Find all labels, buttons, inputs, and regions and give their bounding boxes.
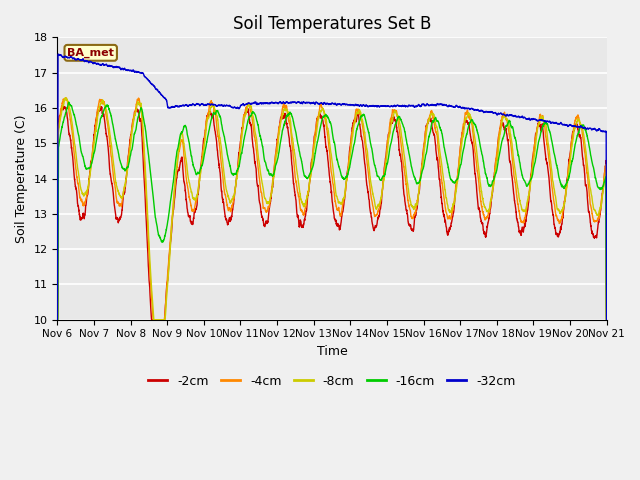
X-axis label: Time: Time (317, 345, 348, 358)
Legend: -2cm, -4cm, -8cm, -16cm, -32cm: -2cm, -4cm, -8cm, -16cm, -32cm (143, 370, 520, 393)
Y-axis label: Soil Temperature (C): Soil Temperature (C) (15, 114, 28, 243)
Title: Soil Temperatures Set B: Soil Temperatures Set B (233, 15, 431, 33)
Text: BA_met: BA_met (67, 48, 114, 58)
